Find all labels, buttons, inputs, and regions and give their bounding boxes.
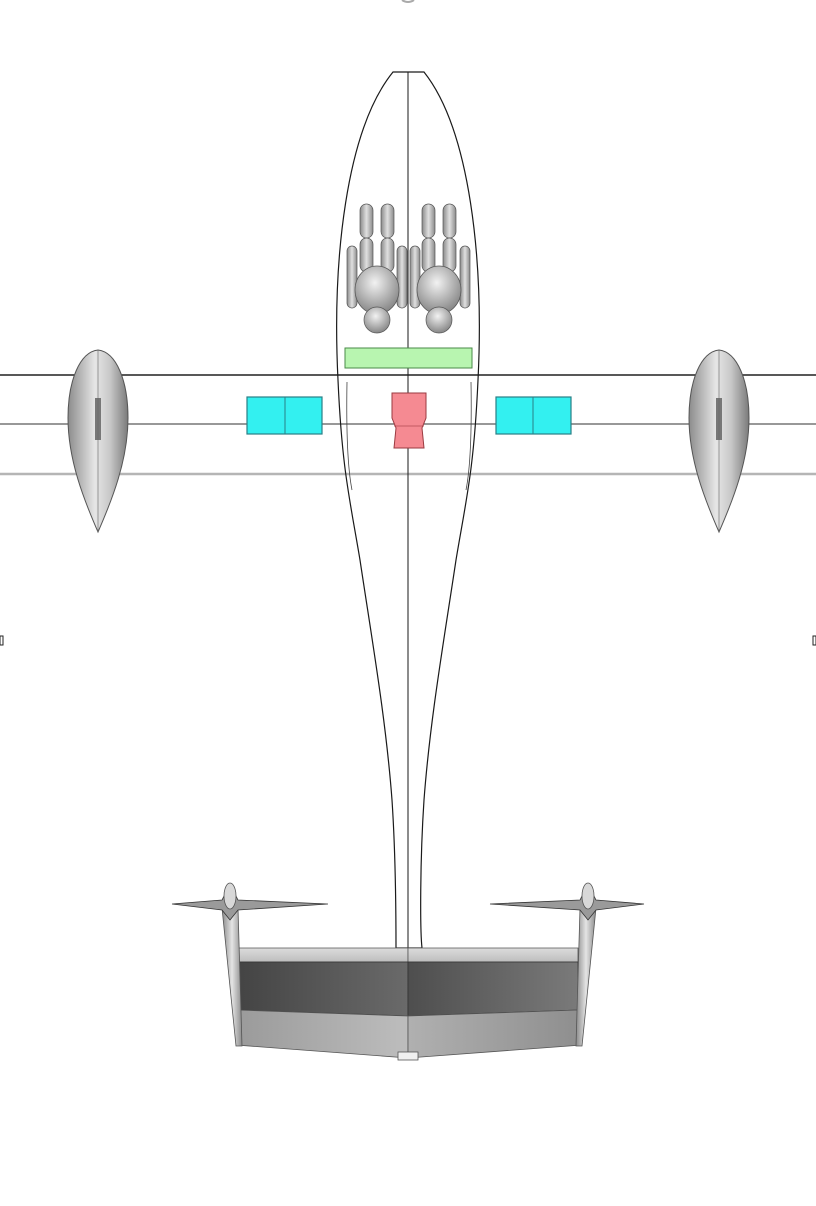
arm-left-outer xyxy=(346,245,358,309)
central-component xyxy=(391,392,427,449)
tail-assembly xyxy=(171,882,645,1061)
fuselage-inner-line-right xyxy=(465,381,472,491)
tail-rotor-right xyxy=(489,883,645,921)
arm-right-outer xyxy=(459,245,471,309)
central-component-body xyxy=(391,392,427,449)
tail-rotor-left-hub xyxy=(223,882,237,910)
arm-left-inner xyxy=(396,245,408,309)
tail-cone xyxy=(397,1051,419,1061)
fuselage xyxy=(336,71,480,1060)
fuselage-inner-line-left xyxy=(346,381,353,491)
head-right xyxy=(425,306,453,334)
tail-top-strip-left xyxy=(237,947,409,963)
seat-back-right-a xyxy=(421,203,436,239)
seat-back-left-a xyxy=(359,203,374,239)
seat-back-left-b xyxy=(380,203,395,239)
head-left xyxy=(363,306,391,334)
tail-boom-left xyxy=(221,907,243,1047)
left-frame-mark xyxy=(0,635,4,646)
passenger-right xyxy=(409,203,471,334)
tail-boom-right xyxy=(575,907,597,1047)
battery-right xyxy=(495,396,572,435)
tail-low-panel-right xyxy=(407,1009,583,1059)
seat-back-right-b xyxy=(442,203,457,239)
nacelle-left xyxy=(67,349,129,534)
top-edge-mark xyxy=(401,0,415,3)
right-frame-mark xyxy=(812,635,816,646)
payload-bay xyxy=(344,347,473,369)
tail-mid-panel-right xyxy=(407,961,579,1017)
battery-left xyxy=(246,396,323,435)
tail-top-strip-right xyxy=(407,947,579,963)
tail-low-panel-left xyxy=(235,1009,409,1059)
tail-mid-panel-left xyxy=(237,961,409,1017)
tail-rotor-left xyxy=(171,883,329,921)
passenger-left xyxy=(346,203,408,334)
tail-rotor-right-hub xyxy=(581,882,595,910)
nacelle-right xyxy=(688,349,750,534)
